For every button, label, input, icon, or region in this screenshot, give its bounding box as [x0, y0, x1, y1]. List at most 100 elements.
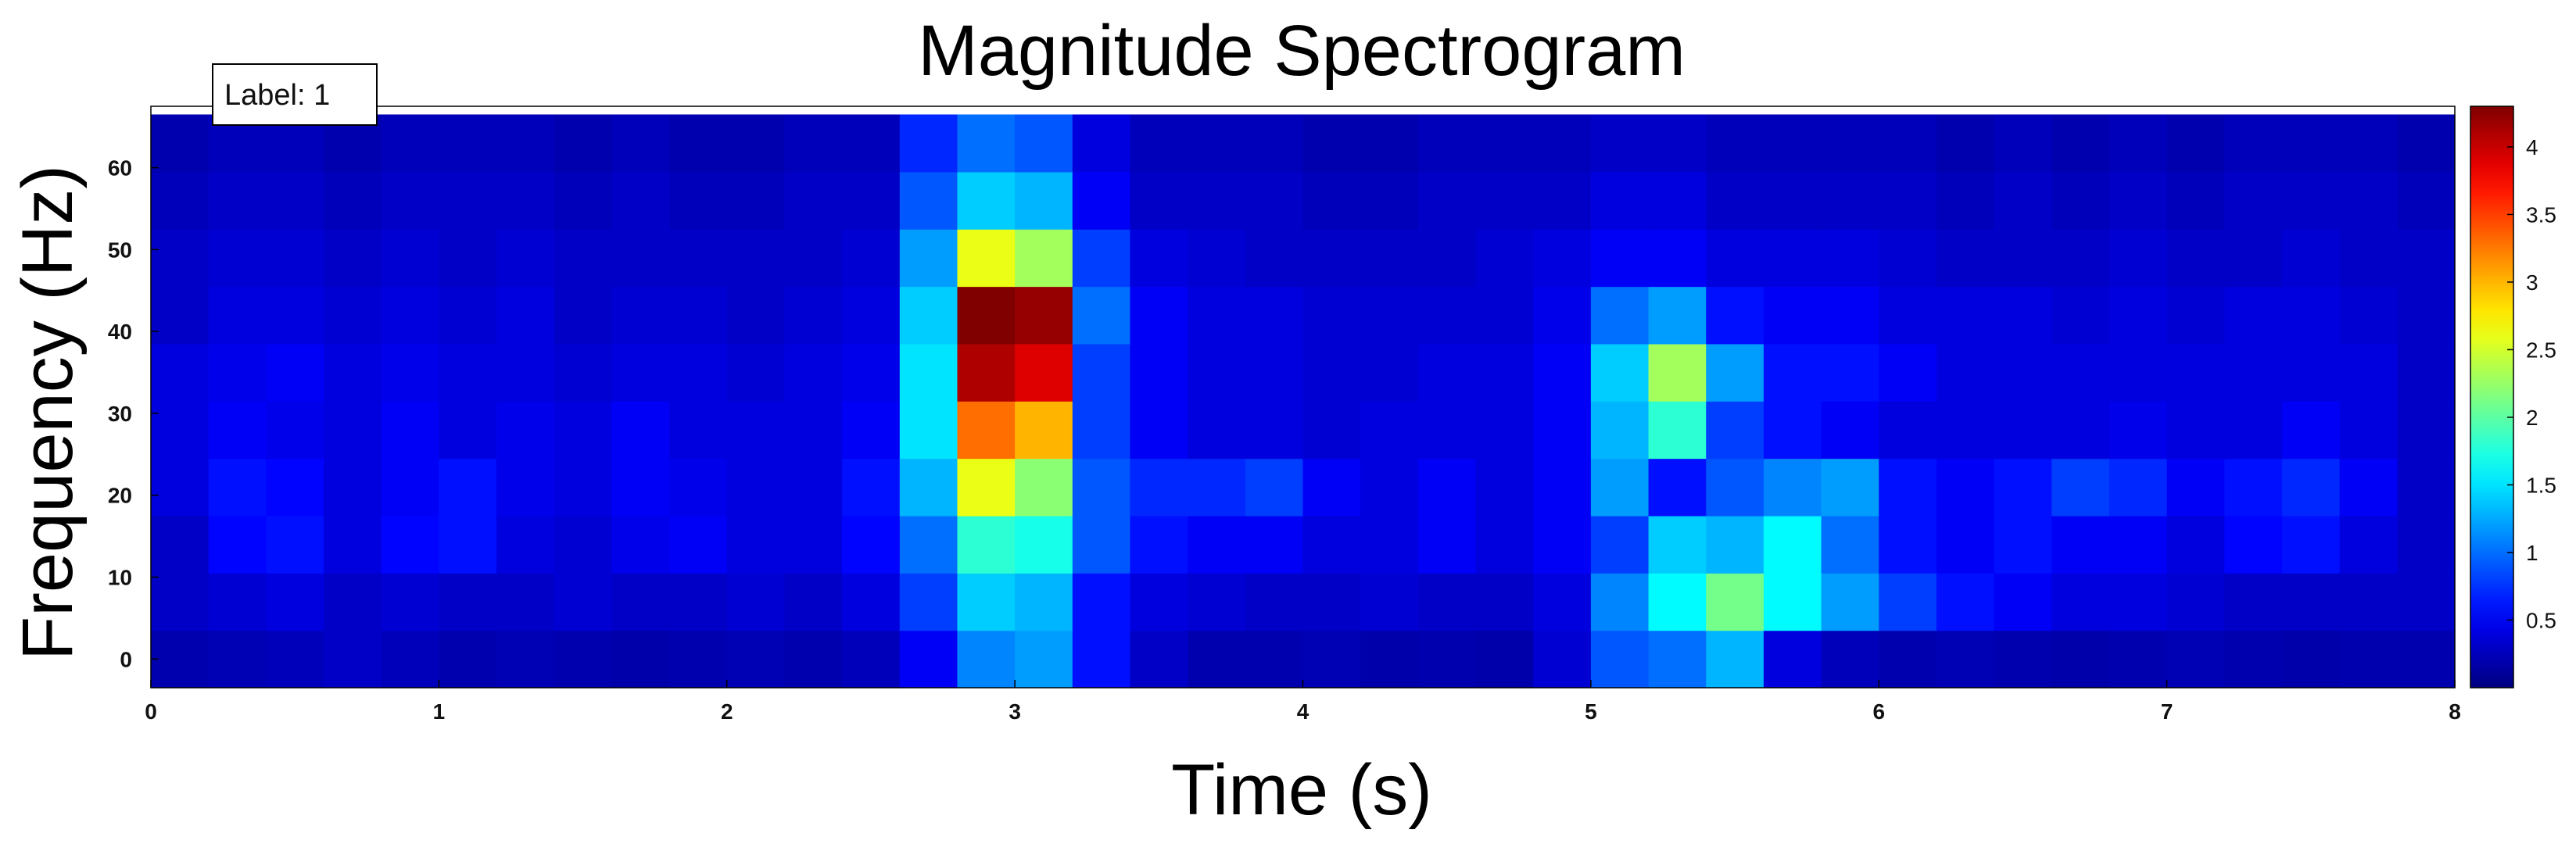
- heatmap-cell: [1936, 515, 1995, 574]
- heatmap-cell: [2397, 458, 2456, 517]
- heatmap-cell: [1015, 401, 1073, 460]
- heatmap-cell: [2051, 286, 2110, 345]
- heatmap-cell: [611, 458, 670, 517]
- heatmap-cell: [1763, 573, 1822, 631]
- heatmap-cell: [208, 630, 267, 688]
- heatmap-cell: [1475, 286, 1534, 345]
- heatmap-cell: [2166, 458, 2225, 517]
- heatmap-cell: [2051, 343, 2110, 402]
- heatmap-cell: [1590, 114, 1650, 173]
- heatmap-cell: [1706, 229, 1765, 288]
- heatmap-cell: [1130, 229, 1188, 288]
- heatmap-cell: [496, 515, 555, 574]
- heatmap-cell: [2108, 171, 2168, 230]
- heatmap-cell: [266, 515, 324, 574]
- heatmap-cell: [1245, 286, 1304, 345]
- heatmap-cell: [2397, 401, 2456, 460]
- y-tick-label: 50: [108, 238, 132, 262]
- heatmap-cell: [842, 286, 901, 345]
- heatmap-cell: [1648, 229, 1707, 288]
- heatmap-cell: [669, 630, 728, 688]
- heatmap-cell: [726, 171, 786, 230]
- heatmap-cell: [1417, 114, 1477, 173]
- heatmap-cell: [151, 229, 210, 288]
- heatmap-cell: [1072, 171, 1131, 230]
- heatmap-cell: [1706, 515, 1765, 574]
- heatmap-cell: [611, 515, 670, 574]
- y-tick-label: 30: [108, 402, 132, 426]
- heatmap-cell: [1475, 171, 1534, 230]
- heatmap-cell: [151, 286, 210, 345]
- heatmap-cell: [2224, 114, 2283, 173]
- heatmap-cell: [1821, 343, 1879, 402]
- colorbar-tick-label: 2: [2526, 406, 2538, 430]
- heatmap-cell: [1072, 630, 1131, 688]
- x-axis-label: Time (s): [1171, 750, 1432, 830]
- heatmap-cell: [726, 401, 786, 460]
- colorbar-tick-label: 3: [2526, 270, 2538, 295]
- heatmap-cell: [899, 458, 958, 517]
- heatmap-cell: [554, 286, 613, 345]
- heatmap-cell: [1417, 343, 1477, 402]
- heatmap-cell: [439, 171, 497, 230]
- heatmap-cell: [784, 458, 843, 517]
- heatmap-cell: [1648, 286, 1707, 345]
- y-tick-label: 20: [108, 484, 132, 508]
- x-tick-label: 4: [1297, 699, 1309, 724]
- colorbar: [2470, 106, 2514, 688]
- heatmap-cell: [2051, 171, 2110, 230]
- heatmap-cell: [1130, 343, 1188, 402]
- heatmap-cell: [1360, 343, 1419, 402]
- heatmap-cell: [1533, 573, 1592, 631]
- heatmap-cell: [496, 458, 555, 517]
- heatmap-cell: [1821, 229, 1879, 288]
- heatmap-cell: [899, 401, 958, 460]
- heatmap-cell: [1763, 630, 1822, 688]
- heatmap-cell: [1302, 573, 1361, 631]
- heatmap-cell: [2166, 573, 2225, 631]
- heatmap-cell: [2397, 286, 2456, 345]
- heatmap-cell: [1648, 114, 1707, 173]
- heatmap-cell: [611, 286, 670, 345]
- heatmap-cell: [2224, 171, 2283, 230]
- heatmap-cell: [1590, 458, 1650, 517]
- heatmap-cell: [957, 229, 1016, 288]
- heatmap-cell: [554, 458, 613, 517]
- heatmap-cell: [1533, 458, 1592, 517]
- heatmap-cell: [496, 343, 555, 402]
- heatmap-cell: [1188, 630, 1246, 688]
- heatmap-cell: [554, 343, 613, 402]
- heatmap-cell: [1245, 401, 1304, 460]
- heatmap-cell: [324, 286, 382, 345]
- heatmap-cell: [1130, 630, 1188, 688]
- heatmap-cell: [439, 630, 497, 688]
- label-annotation-box: [212, 63, 378, 126]
- heatmap-cell: [1533, 515, 1592, 574]
- heatmap-cell: [957, 114, 1016, 173]
- heatmap-cell: [324, 630, 382, 688]
- heatmap-cell: [2166, 401, 2225, 460]
- heatmap-cell: [1188, 286, 1246, 345]
- heatmap-cell: [151, 401, 210, 460]
- heatmap-cell: [2339, 401, 2398, 460]
- heatmap-cell: [2051, 515, 2110, 574]
- heatmap-cell: [381, 401, 439, 460]
- heatmap-cell: [1302, 171, 1361, 230]
- heatmap-cell: [1706, 458, 1765, 517]
- heatmap-cell: [151, 114, 210, 173]
- heatmap-cell: [2166, 630, 2225, 688]
- heatmap-cell: [1533, 343, 1592, 402]
- heatmap-cell: [1072, 573, 1131, 631]
- heatmap-cell: [1015, 114, 1073, 173]
- heatmap-cell: [2397, 573, 2456, 631]
- heatmap-cell: [611, 229, 670, 288]
- heatmap-cell: [1072, 401, 1131, 460]
- heatmap-cell: [1879, 229, 1937, 288]
- heatmap-cell: [2224, 630, 2283, 688]
- heatmap-cell: [1706, 171, 1765, 230]
- heatmap-cell: [899, 229, 958, 288]
- heatmap-cell: [496, 630, 555, 688]
- heatmap-cell: [208, 286, 267, 345]
- heatmap-cell: [208, 229, 267, 288]
- heatmap-cell: [2281, 515, 2341, 574]
